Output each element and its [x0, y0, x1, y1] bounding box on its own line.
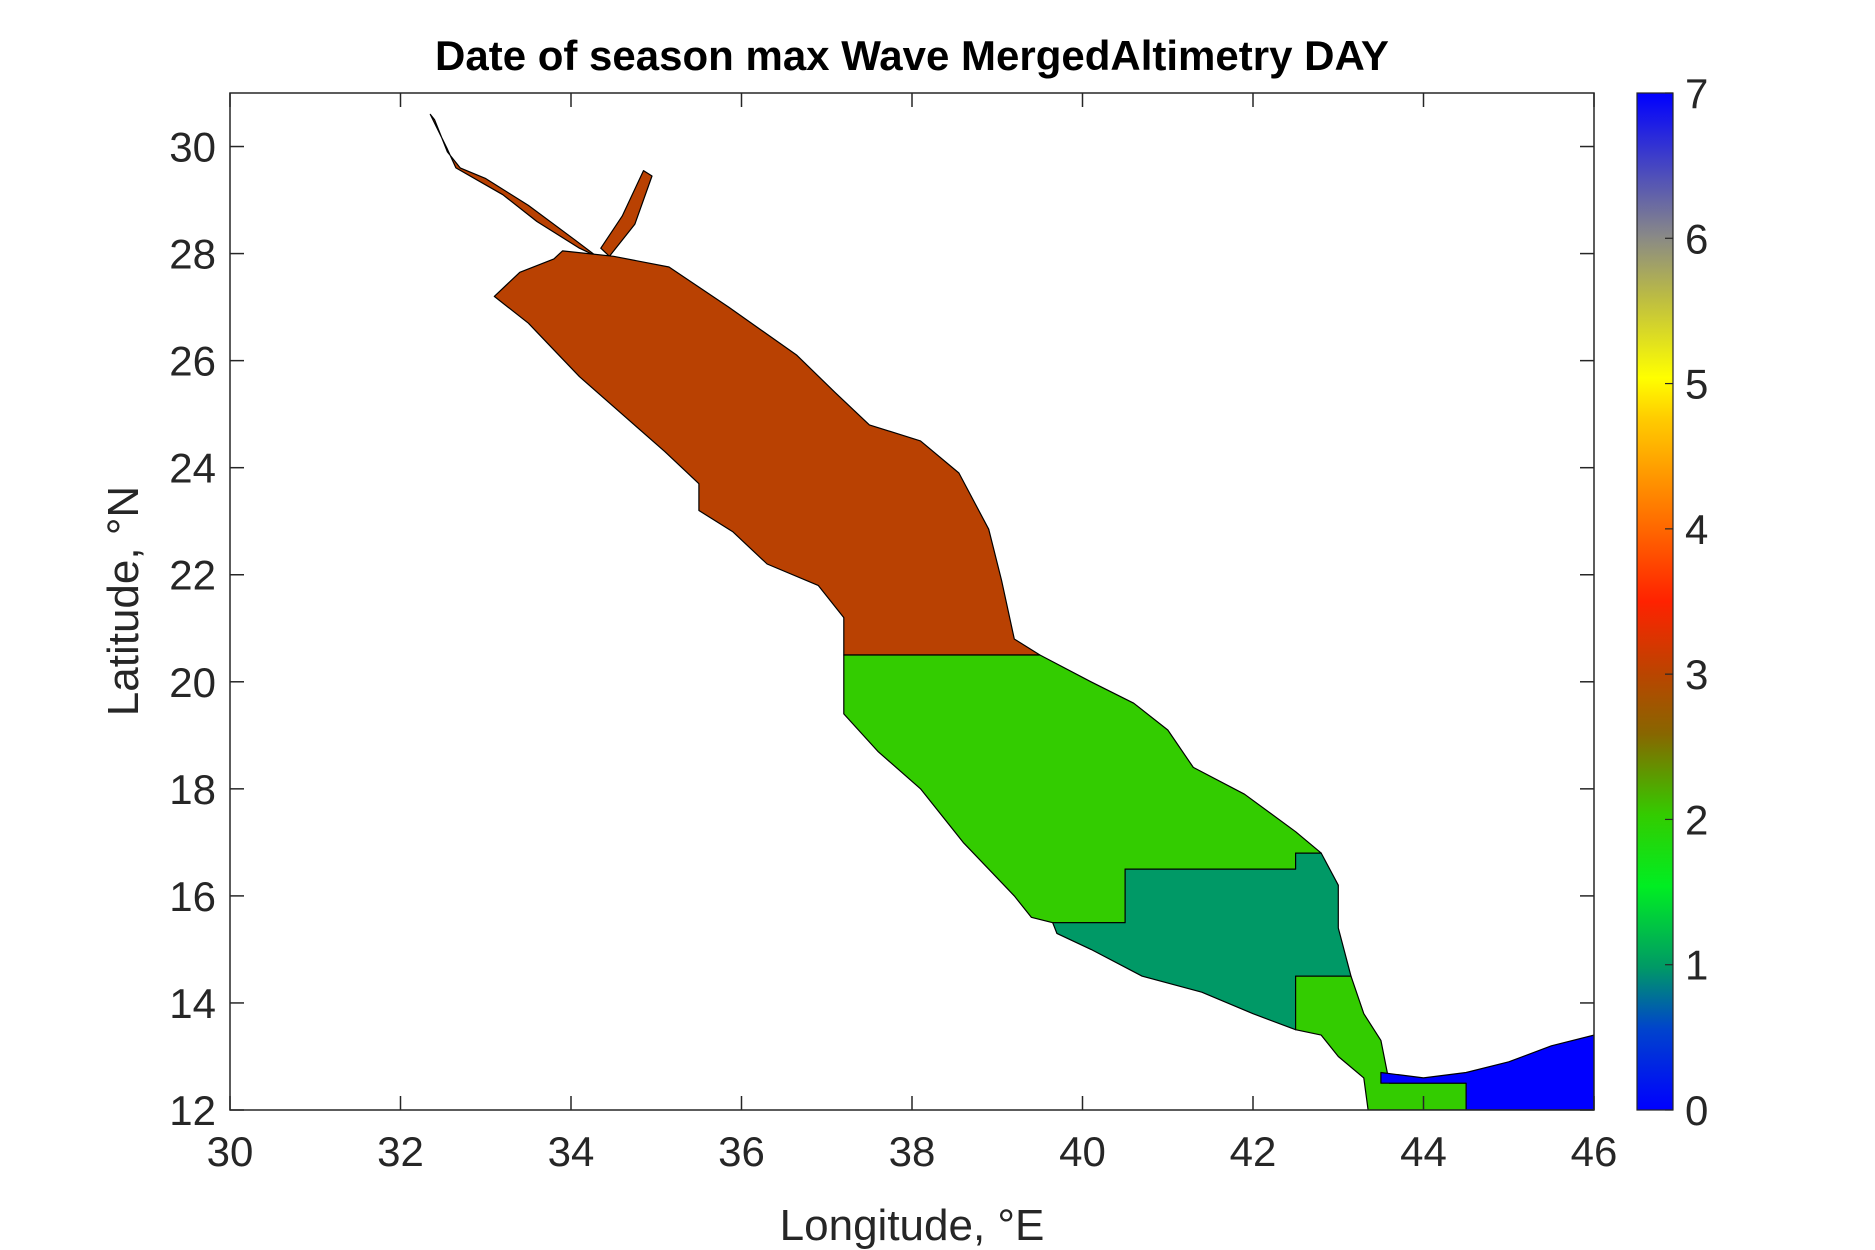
map-region-northern-red-sea	[493, 250, 1041, 656]
colorbar-tick-label: 0	[1685, 1087, 1708, 1134]
y-tick-label: 24	[169, 445, 216, 492]
y-tick-label: 20	[169, 659, 216, 706]
x-tick-labels: 30 32 34 36 38 40 42 44 46	[207, 1128, 1618, 1175]
y-tick-label: 22	[169, 552, 216, 599]
y-tick-label: 18	[169, 766, 216, 813]
map-region-gulf-of-aden	[1380, 1034, 1594, 1110]
colorbar-tick-label: 2	[1685, 796, 1708, 843]
colorbar-tick-label: 5	[1685, 361, 1708, 408]
colorbar	[1636, 92, 1674, 1111]
x-tick-label: 46	[1571, 1128, 1618, 1175]
y-tick-label: 30	[169, 124, 216, 171]
chart-title: Date of season max Wave MergedAltimetry …	[435, 32, 1389, 79]
x-tick-label: 36	[718, 1128, 765, 1175]
map-regions	[429, 113, 1594, 1110]
x-tick-label: 40	[1059, 1128, 1106, 1175]
colorbar-ticks: 0 1 2 3 4 5 6 7	[1665, 70, 1708, 1134]
y-tick-labels: 12 14 16 18 20 22 24 26 28 30	[169, 124, 216, 1134]
colorbar-tick-label: 3	[1685, 651, 1708, 698]
y-tick-label: 14	[169, 980, 216, 1027]
x-tick-label: 42	[1230, 1128, 1277, 1175]
colorbar-tick-label: 7	[1685, 70, 1708, 117]
x-axis-label: Longitude, °E	[780, 1201, 1045, 1250]
y-axis-label: Latitude, °N	[99, 486, 148, 716]
map-region-southern-tip	[1294, 975, 1467, 1110]
map-region-gulf-of-aqaba	[600, 170, 653, 257]
colorbar-tick-label: 6	[1685, 215, 1708, 262]
colorbar-tick-label: 4	[1685, 506, 1708, 553]
x-tick-label: 44	[1400, 1128, 1447, 1175]
y-tick-label: 28	[169, 231, 216, 278]
x-tick-label: 32	[377, 1128, 424, 1175]
y-tick-label: 26	[169, 338, 216, 385]
y-tick-label: 12	[169, 1087, 216, 1134]
colorbar-tick-label: 1	[1685, 942, 1708, 989]
x-tick-label: 30	[207, 1128, 254, 1175]
axes	[229, 92, 1595, 1111]
y-tick-label: 16	[169, 873, 216, 920]
x-tick-label: 34	[548, 1128, 595, 1175]
x-tick-label: 38	[889, 1128, 936, 1175]
map-region-gulf-of-suez	[429, 113, 598, 257]
